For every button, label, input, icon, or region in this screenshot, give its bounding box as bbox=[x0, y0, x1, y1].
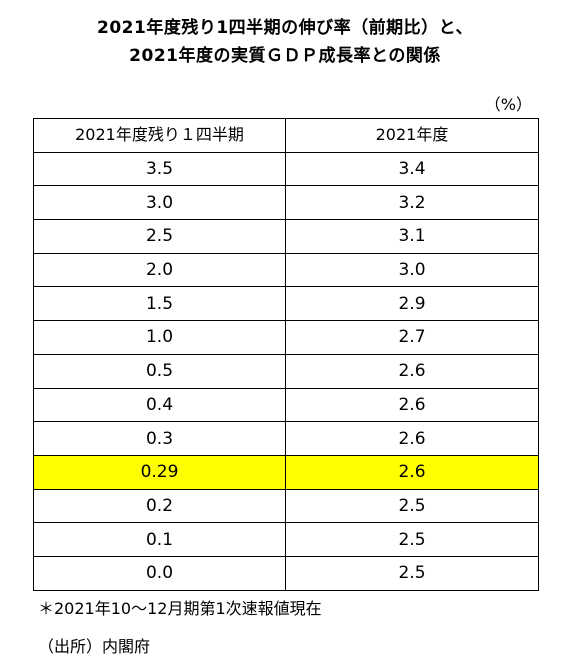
table-row: 0.4 2.6 bbox=[33, 387, 539, 423]
table-row: 0.3 2.6 bbox=[33, 421, 539, 456]
cell-fiscal-year-rate: 3.2 bbox=[285, 185, 539, 221]
cell-fiscal-year-rate: 3.1 bbox=[285, 219, 539, 254]
cell-remaining-quarter-rate: 0.0 bbox=[33, 555, 286, 591]
cell-remaining-quarter-rate: 3.5 bbox=[33, 151, 286, 187]
header-fiscal-year: 2021年度 bbox=[285, 118, 539, 153]
table-row: 3.0 3.2 bbox=[33, 185, 539, 221]
cell-fiscal-year-rate: 2.6 bbox=[285, 454, 539, 490]
cell-fiscal-year-rate: 2.9 bbox=[285, 286, 539, 322]
cell-remaining-quarter-rate: 2.0 bbox=[33, 252, 286, 288]
title-line-2: 2021年度の実質ＧＤＰ成長率との関係 bbox=[129, 46, 441, 66]
cell-fiscal-year-rate: 2.5 bbox=[285, 555, 539, 591]
growth-rate-table: 2021年度残り１四半期 2021年度 3.5 3.4 3.0 3.2 2.5 3.1 2.… bbox=[33, 118, 539, 591]
title-line-1: 2021年度残り1四半期の伸び率（前期比）と、 bbox=[97, 18, 473, 38]
cell-remaining-quarter-rate: 0.4 bbox=[33, 387, 286, 423]
cell-fiscal-year-rate: 2.7 bbox=[285, 320, 539, 355]
cell-fiscal-year-rate: 2.6 bbox=[285, 353, 539, 389]
cell-remaining-quarter-rate: 2.5 bbox=[33, 219, 286, 254]
cell-remaining-quarter-rate: 0.1 bbox=[33, 522, 286, 557]
table-row: 0.0 2.5 bbox=[33, 555, 539, 591]
cell-fiscal-year-rate: 2.5 bbox=[285, 522, 539, 557]
table-row: 0.2 2.5 bbox=[33, 488, 539, 524]
cell-fiscal-year-rate: 3.4 bbox=[285, 151, 539, 187]
cell-remaining-quarter-rate: 0.5 bbox=[33, 353, 286, 389]
unit-label: （%） bbox=[484, 95, 532, 114]
cell-fiscal-year-rate: 2.6 bbox=[285, 421, 539, 456]
cell-fiscal-year-rate: 3.0 bbox=[285, 252, 539, 288]
table-row: 0.1 2.5 bbox=[33, 522, 539, 557]
footnote: ＊2021年10～12月期第1次速報値現在 bbox=[38, 599, 322, 618]
source-note: （出所）内閣府 bbox=[38, 637, 151, 656]
table-row: 1.0 2.7 bbox=[33, 320, 539, 355]
cell-fiscal-year-rate: 2.5 bbox=[285, 488, 539, 524]
cell-remaining-quarter-rate: 1.0 bbox=[33, 320, 286, 355]
cell-remaining-quarter-rate: 3.0 bbox=[33, 185, 286, 221]
table-row: 2.5 3.1 bbox=[33, 219, 539, 254]
table-row-highlighted: 0.29 2.6 bbox=[33, 454, 539, 490]
cell-remaining-quarter-rate: 0.2 bbox=[33, 488, 286, 524]
document-title: 2021年度残り1四半期の伸び率（前期比）と、 2021年度の実質ＧＤＰ成長率と… bbox=[0, 14, 570, 70]
cell-remaining-quarter-rate: 0.3 bbox=[33, 421, 286, 456]
table-row: 0.5 2.6 bbox=[33, 353, 539, 389]
cell-remaining-quarter-rate: 0.29 bbox=[33, 454, 286, 490]
table-row: 2.0 3.0 bbox=[33, 252, 539, 288]
cell-fiscal-year-rate: 2.6 bbox=[285, 387, 539, 423]
table-row: 3.5 3.4 bbox=[33, 151, 539, 187]
header-remaining-quarter: 2021年度残り１四半期 bbox=[33, 118, 286, 153]
cell-remaining-quarter-rate: 1.5 bbox=[33, 286, 286, 322]
table-row: 1.5 2.9 bbox=[33, 286, 539, 322]
table-header-row: 2021年度残り１四半期 2021年度 bbox=[33, 118, 539, 153]
